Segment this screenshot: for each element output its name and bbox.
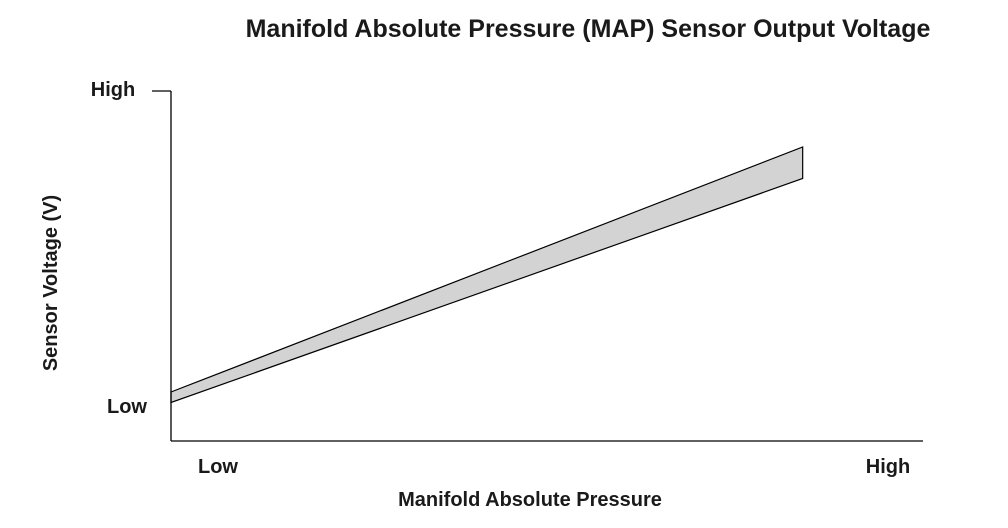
- chart-title: Manifold Absolute Pressure (MAP) Sensor …: [246, 15, 931, 43]
- sensor-output-band: [170, 146, 804, 404]
- x-axis-label: Manifold Absolute Pressure: [398, 489, 662, 511]
- y-axis-label: Sensor Voltage (V): [40, 195, 62, 371]
- y-tick-label-high: High: [91, 79, 135, 101]
- x-tick-label-low: Low: [198, 456, 238, 478]
- plot-area: [152, 90, 923, 442]
- x-tick-label-high: High: [866, 456, 910, 478]
- y-tick-label-low: Low: [107, 396, 147, 418]
